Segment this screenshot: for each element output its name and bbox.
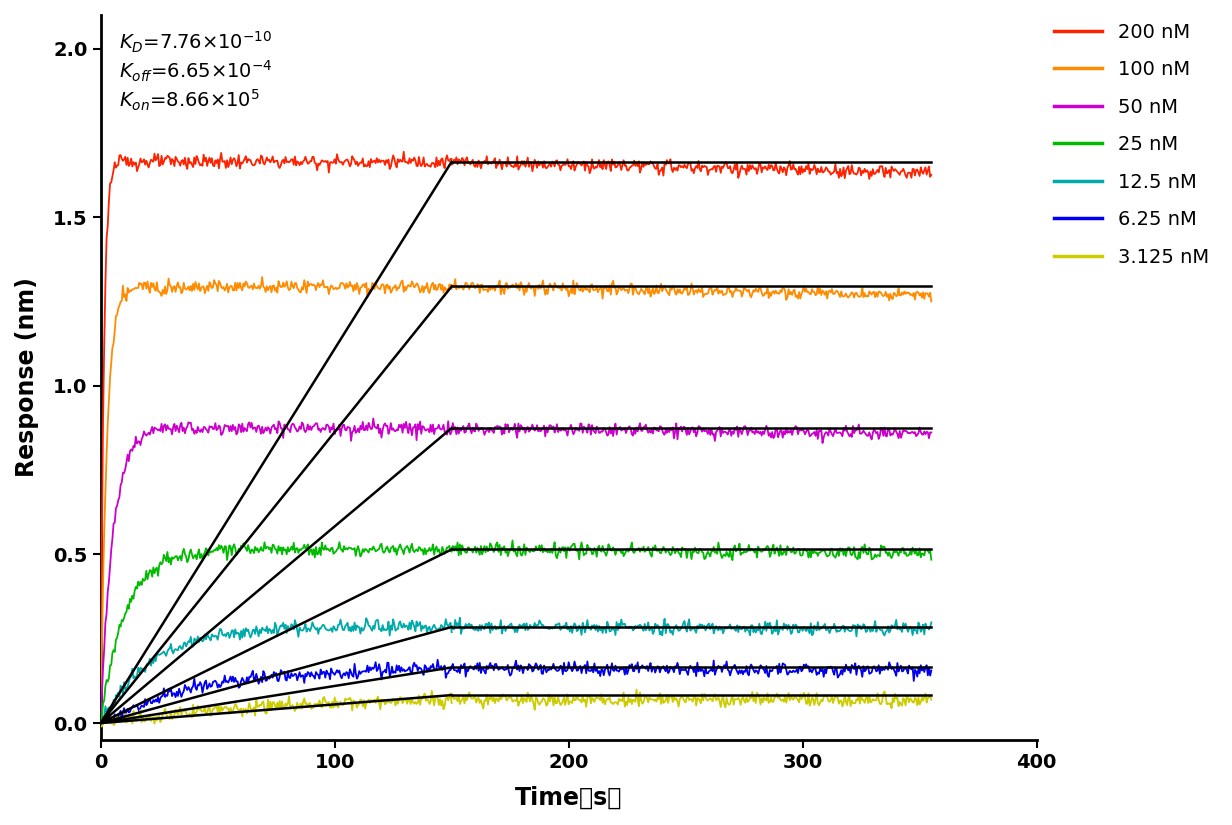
X-axis label: Time（s）: Time（s） [515,786,622,810]
Text: $K_D$=7.76×10$^{-10}$
$K_{off}$=6.65×10$^{-4}$
$K_{on}$=8.66×10$^{5}$: $K_D$=7.76×10$^{-10}$ $K_{off}$=6.65×10$… [120,30,274,113]
Legend: 200 nM, 100 nM, 50 nM, 25 nM, 12.5 nM, 6.25 nM, 3.125 nM: 200 nM, 100 nM, 50 nM, 25 nM, 12.5 nM, 6… [1046,15,1217,275]
Y-axis label: Response (nm): Response (nm) [15,277,39,478]
